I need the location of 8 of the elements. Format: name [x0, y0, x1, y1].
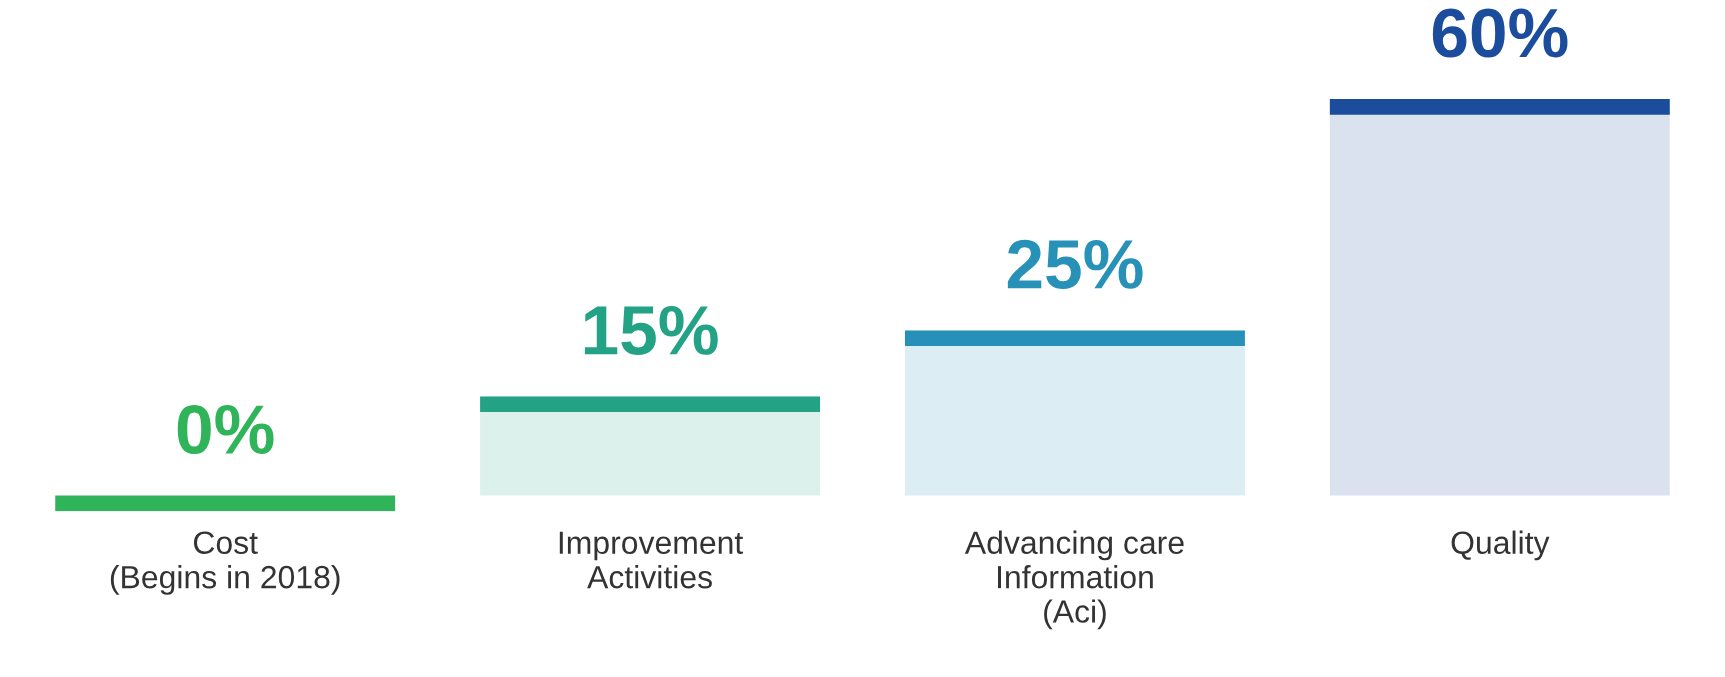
data-label: 15% [584, 305, 718, 355]
x-tick-label: Cost (Begins in 2018) [110, 531, 340, 595]
x-tick-label: Quality [1451, 530, 1550, 561]
data-label: 0% [177, 404, 274, 455]
x-tick-label: Advancing care Information (Aci) [964, 530, 1184, 630]
data-label: 60% [1432, 8, 1568, 58]
data-label: 25% [1007, 239, 1143, 289]
x-tick-label: Improvement Activities [559, 531, 744, 589]
